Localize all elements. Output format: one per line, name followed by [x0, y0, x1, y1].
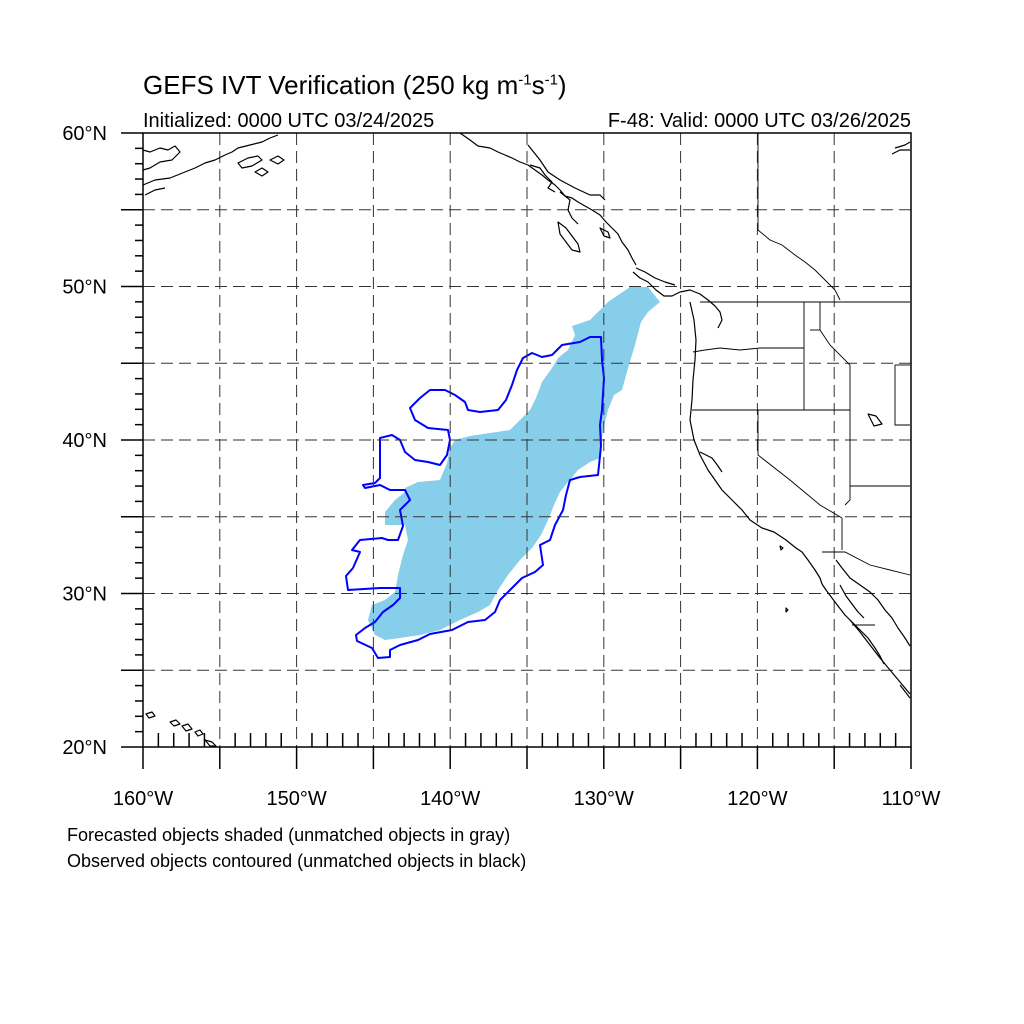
- political-boundaries: [692, 133, 911, 626]
- lon-label: 120°W: [727, 788, 787, 810]
- lat-label: 30°N: [62, 584, 107, 606]
- map-title: GEFS IVT Verification (250 kg m-1s-1): [143, 70, 567, 100]
- lat-label: 60°N: [62, 123, 107, 145]
- lat-label: 20°N: [62, 737, 107, 759]
- initialized-time: Initialized: 0000 UTC 03/24/2025: [143, 110, 435, 132]
- legend-observed-note: Observed objects contoured (unmatched ob…: [67, 851, 527, 871]
- lon-label: 130°W: [574, 788, 634, 810]
- lon-label: 160°W: [113, 788, 173, 810]
- observed-object-contour: [345, 336, 605, 659]
- lon-label: 110°W: [882, 788, 941, 810]
- axis-ticks: [121, 132, 912, 769]
- valid-time: F-48: Valid: 0000 UTC 03/26/2025: [607, 110, 911, 132]
- lon-label: 140°W: [420, 788, 480, 810]
- lon-label: 150°W: [266, 788, 326, 810]
- forecast-object-shading: [368, 287, 660, 640]
- map-panel: 60°N 50°N 40°N 30°N 20°N 160°W 150°W 140°W 130°W…: [62, 123, 940, 810]
- lat-label: 40°N: [62, 430, 107, 452]
- lat-label: 50°N: [62, 277, 107, 299]
- legend-forecast-note: Forecasted objects shaded (unmatched obj…: [67, 825, 511, 845]
- coastlines: [142, 132, 911, 747]
- axis-labels: 60°N 50°N 40°N 30°N 20°N 160°W 150°W 140°W 130°W…: [62, 123, 940, 810]
- graticule: [143, 133, 911, 747]
